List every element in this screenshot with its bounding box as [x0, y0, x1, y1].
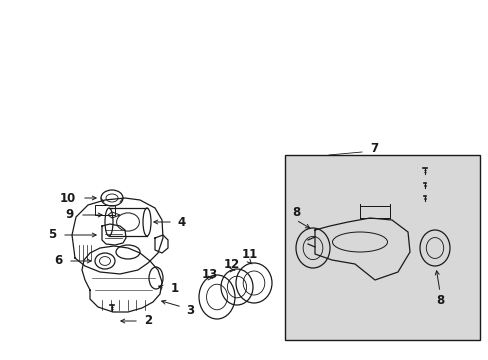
Bar	[285, 155, 479, 340]
Text: 3: 3	[185, 303, 194, 316]
Text: 6: 6	[54, 255, 62, 267]
Text: 9: 9	[66, 208, 74, 221]
Text: 8: 8	[291, 207, 300, 220]
Text: 2: 2	[143, 315, 152, 328]
Text: 8: 8	[435, 293, 443, 306]
Text: 10: 10	[60, 192, 76, 204]
Text: 13: 13	[202, 269, 218, 282]
Text: 5: 5	[48, 229, 56, 242]
Text: 1: 1	[171, 282, 179, 294]
Text: 11: 11	[242, 248, 258, 261]
Text: 7: 7	[369, 141, 377, 154]
Text: 4: 4	[178, 216, 186, 229]
Text: 12: 12	[224, 258, 240, 271]
